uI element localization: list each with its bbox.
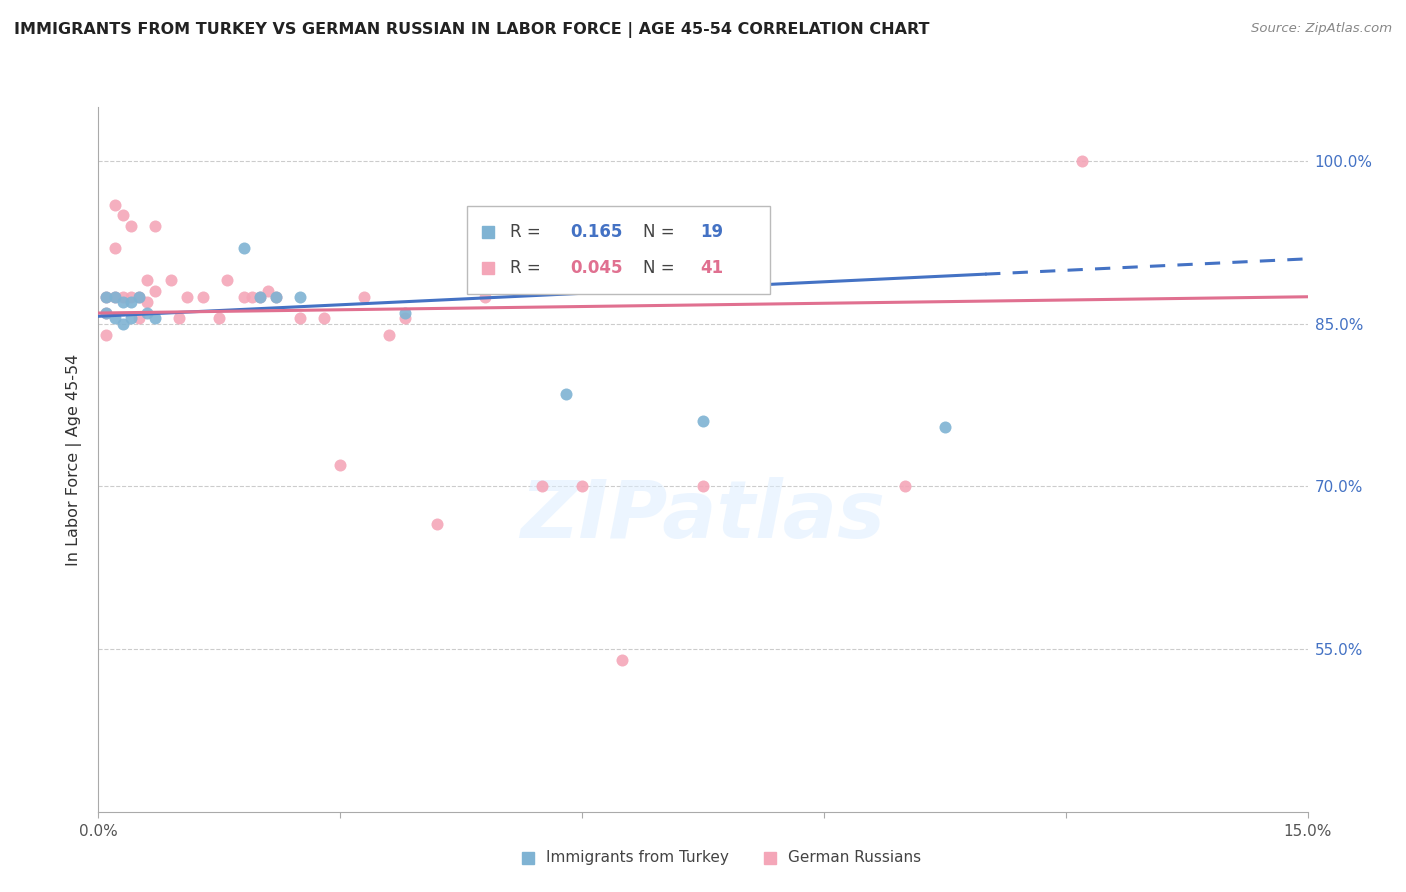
Point [377, 327, 399, 342]
Point [240, 290, 263, 304]
Point [692, 479, 714, 493]
Point [96, 327, 118, 342]
Point [612, 653, 634, 667]
Point [249, 290, 271, 304]
Text: ZIPatlas: ZIPatlas [520, 476, 886, 555]
Point [176, 290, 198, 304]
Point [111, 290, 134, 304]
Point [193, 290, 215, 304]
Point [120, 219, 142, 234]
Text: R =: R = [509, 223, 546, 241]
Text: R =: R = [509, 259, 546, 277]
Point [394, 311, 416, 326]
Point [314, 311, 336, 326]
Point [96, 290, 118, 304]
Point [167, 311, 190, 326]
Point [103, 290, 125, 304]
Text: Source: ZipAtlas.com: Source: ZipAtlas.com [1251, 22, 1392, 36]
Point [232, 241, 254, 255]
Point [353, 290, 375, 304]
Text: 41: 41 [700, 259, 724, 277]
Point [288, 290, 311, 304]
Text: N =: N = [643, 259, 679, 277]
Point [1070, 154, 1092, 169]
Point [96, 290, 118, 304]
Text: IMMIGRANTS FROM TURKEY VS GERMAN RUSSIAN IN LABOR FORCE | AGE 45-54 CORRELATION : IMMIGRANTS FROM TURKEY VS GERMAN RUSSIAN… [14, 22, 929, 38]
Point [893, 479, 915, 493]
Point [249, 290, 271, 304]
Point [128, 311, 150, 326]
Point [111, 209, 134, 223]
Point [426, 517, 449, 532]
Point [143, 311, 166, 326]
Point [111, 317, 134, 331]
Point [135, 273, 157, 287]
Point [96, 306, 118, 320]
Point [264, 290, 287, 304]
Point [232, 290, 254, 304]
Text: 19: 19 [700, 223, 724, 241]
Point [103, 197, 125, 211]
Point [103, 241, 125, 255]
Point [934, 420, 956, 434]
Point [217, 273, 239, 287]
Point [120, 295, 142, 310]
Text: 0.045: 0.045 [569, 259, 623, 277]
Point [143, 285, 166, 299]
Text: 0.165: 0.165 [569, 223, 623, 241]
Point [571, 479, 593, 493]
Point [394, 306, 416, 320]
Point [111, 295, 134, 310]
Point [530, 479, 553, 493]
Point [329, 458, 352, 472]
Text: German Russians: German Russians [787, 850, 921, 865]
Point [120, 290, 142, 304]
Point [288, 311, 311, 326]
Y-axis label: In Labor Force | Age 45-54: In Labor Force | Age 45-54 [66, 353, 83, 566]
Point [474, 290, 496, 304]
Point [692, 414, 714, 428]
Point [120, 311, 142, 326]
Point [96, 306, 118, 320]
Point [256, 285, 278, 299]
Point [128, 290, 150, 304]
Point [103, 290, 125, 304]
Point [135, 295, 157, 310]
Text: Immigrants from Turkey: Immigrants from Turkey [546, 850, 728, 865]
Point [555, 387, 578, 401]
FancyBboxPatch shape [467, 206, 769, 293]
Text: N =: N = [643, 223, 679, 241]
Point [208, 311, 231, 326]
Point [143, 219, 166, 234]
Point [264, 290, 287, 304]
Point [103, 311, 125, 326]
Point [135, 306, 157, 320]
Point [128, 290, 150, 304]
Point [160, 273, 183, 287]
